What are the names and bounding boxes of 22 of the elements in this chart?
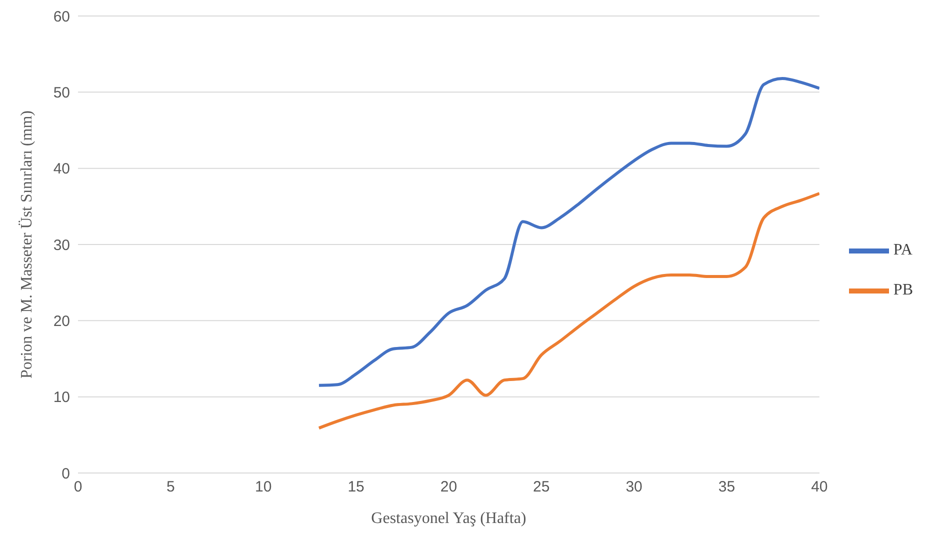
x-axis-title: Gestasyonel Yaş (Hafta) [371,510,526,527]
y-tick-label: 10 [53,389,70,406]
y-tick-label: 40 [53,160,70,178]
x-tick-label: 35 [718,478,736,496]
line-series [317,76,820,387]
y-axis-title: Porion ve M. Masseter Üst Sınırları (mm) [18,110,36,378]
x-tick-label: 30 [626,478,642,496]
x-tick-label: 5 [166,478,175,496]
y-tick-label: 20 [53,312,70,330]
x-tick-label: 20 [440,478,458,496]
x-tick-label: 10 [255,478,272,496]
x-tick-label: 15 [348,478,364,496]
y-tick-label: 50 [53,84,70,102]
line-series [317,192,820,430]
x-tick-label: 25 [533,478,550,496]
y-tick-label: 30 [53,236,70,254]
x-tick-label: 40 [811,478,828,496]
legend-label: PA [893,241,912,258]
x-tick-label: 0 [74,478,82,496]
y-tick-label: 0 [62,465,70,482]
y-tick-label: 60 [53,8,70,26]
legend-label: PB [893,281,913,298]
